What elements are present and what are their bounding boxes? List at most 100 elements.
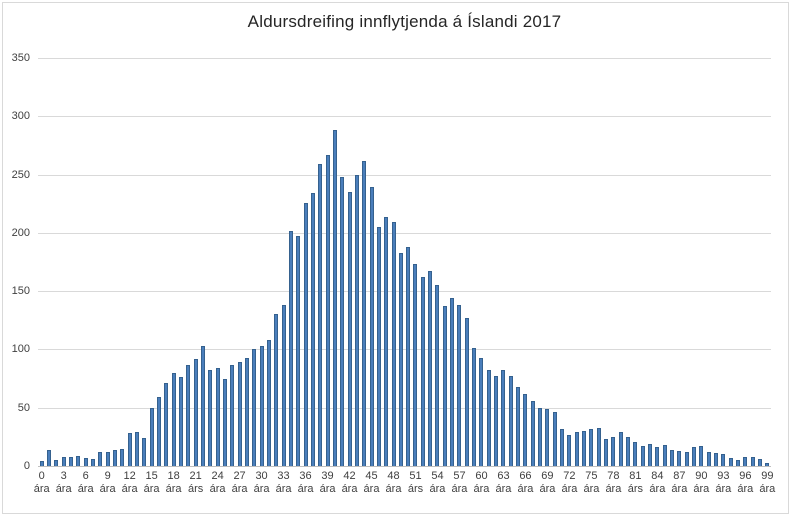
bar-age-33 xyxy=(281,305,286,466)
x-tick-number: 18 xyxy=(167,470,180,482)
gridline-250 xyxy=(38,174,771,176)
bar-age-24 xyxy=(215,368,220,466)
gridline-300 xyxy=(38,116,771,118)
bar-age-98 xyxy=(758,459,762,466)
bar-age-37 xyxy=(310,193,315,466)
x-tick-number: 27 xyxy=(233,470,246,482)
x-tick-label-45: 45 ára xyxy=(357,470,387,496)
bar-age-4 xyxy=(68,457,73,466)
bar-age-69 xyxy=(545,409,550,466)
x-tick-number: 60 xyxy=(475,470,488,482)
y-tick-label-250: 250 xyxy=(11,168,30,181)
x-tick-label-87: 87 ára xyxy=(664,470,694,496)
x-tick-unit: ára xyxy=(297,483,314,495)
x-tick-unit: ára xyxy=(539,483,556,495)
gridline-350 xyxy=(38,58,771,59)
bar-age-87 xyxy=(677,451,682,466)
x-tick-unit: ára xyxy=(561,483,578,495)
x-tick-label-69: 69 ára xyxy=(532,470,562,496)
x-tick-label-42: 42 ára xyxy=(335,470,365,496)
bar-age-76 xyxy=(596,428,601,466)
x-tick-label-15: 15 ára xyxy=(137,470,167,496)
x-tick-number: 48 xyxy=(387,470,400,482)
bar-age-82 xyxy=(640,446,645,466)
x-tick-number: 9 xyxy=(104,470,111,482)
x-tick-number: 93 xyxy=(717,470,730,482)
bar-age-55 xyxy=(442,306,447,466)
x-tick-label-78: 78 ára xyxy=(598,470,628,496)
x-tick-number: 63 xyxy=(497,470,510,482)
bar-age-45 xyxy=(369,187,374,466)
bar-age-16 xyxy=(156,397,161,466)
x-tick-unit: ára xyxy=(671,483,688,495)
x-tick-number: 21 xyxy=(189,470,202,482)
x-tick-unit: árs xyxy=(407,483,424,495)
x-tick-label-84: 84 ára xyxy=(642,470,672,496)
bar-age-59 xyxy=(472,348,477,466)
x-tick-unit: árs xyxy=(187,483,204,495)
bar-age-36 xyxy=(303,203,308,466)
x-tick-number: 45 xyxy=(365,470,378,482)
gridline-50 xyxy=(38,407,771,409)
x-tick-unit: ára xyxy=(517,483,534,495)
x-tick-label-57: 57 ára xyxy=(444,470,474,496)
bar-age-21 xyxy=(193,359,198,466)
x-tick-label-96: 96 ára xyxy=(730,470,760,496)
x-tick-number: 57 xyxy=(453,470,466,482)
x-tick-number: 75 xyxy=(585,470,598,482)
x-tick-unit: ára xyxy=(693,483,710,495)
bar-age-93 xyxy=(721,454,726,466)
bar-age-48 xyxy=(391,222,396,466)
bar-age-86 xyxy=(670,450,675,466)
x-tick-label-60: 60 ára xyxy=(466,470,496,496)
bar-age-92 xyxy=(714,453,719,466)
bar-age-19 xyxy=(178,377,183,466)
bar-age-30 xyxy=(259,346,264,466)
x-tick-unit: ára xyxy=(33,483,50,495)
bar-age-71 xyxy=(560,429,565,466)
x-tick-number: 3 xyxy=(60,470,67,482)
bar-age-51 xyxy=(413,264,418,466)
bar-age-99 xyxy=(765,463,770,466)
x-tick-unit: ára xyxy=(121,483,138,495)
bar-age-83 xyxy=(648,444,653,466)
bar-age-29 xyxy=(252,349,257,466)
x-tick-label-21: 21 árs xyxy=(181,470,211,496)
bar-age-66 xyxy=(523,394,528,466)
x-tick-number: 12 xyxy=(123,470,136,482)
bar-age-72 xyxy=(567,435,572,466)
bar-age-43 xyxy=(354,175,359,466)
bar-age-63 xyxy=(501,370,506,466)
bar-age-50 xyxy=(406,247,411,466)
bar-age-17 xyxy=(164,383,169,466)
x-tick-label-0: 0 ára xyxy=(27,470,57,496)
x-tick-label-39: 39 ára xyxy=(313,470,343,496)
x-tick-number: 15 xyxy=(145,470,158,482)
bar-age-11 xyxy=(120,449,125,466)
bar-age-9 xyxy=(105,452,110,466)
bar-age-57 xyxy=(457,305,462,466)
x-tick-label-93: 93 ára xyxy=(708,470,738,496)
x-tick-label-72: 72 ára xyxy=(554,470,584,496)
bar-age-95 xyxy=(736,460,740,466)
bar-age-80 xyxy=(626,437,631,466)
x-tick-number: 54 xyxy=(431,470,444,482)
bar-age-27 xyxy=(237,362,242,466)
x-tick-number: 36 xyxy=(299,470,312,482)
x-tick-number: 90 xyxy=(695,470,708,482)
gridline-200 xyxy=(38,232,771,234)
y-tick-label-200: 200 xyxy=(11,226,30,239)
bar-age-2 xyxy=(54,460,59,466)
x-tick-label-6: 6 ára xyxy=(71,470,101,496)
bar-age-47 xyxy=(384,217,389,466)
x-tick-label-12: 12 ára xyxy=(115,470,145,496)
x-tick-number: 69 xyxy=(541,470,554,482)
x-tick-unit: ára xyxy=(451,483,468,495)
x-tick-number: 30 xyxy=(255,470,268,482)
x-tick-unit: ára xyxy=(99,483,116,495)
bar-age-44 xyxy=(362,161,367,466)
x-tick-label-30: 30 ára xyxy=(247,470,277,496)
x-tick-label-75: 75 ára xyxy=(576,470,606,496)
bar-age-77 xyxy=(604,439,609,466)
x-tick-label-9: 9 ára xyxy=(93,470,123,496)
